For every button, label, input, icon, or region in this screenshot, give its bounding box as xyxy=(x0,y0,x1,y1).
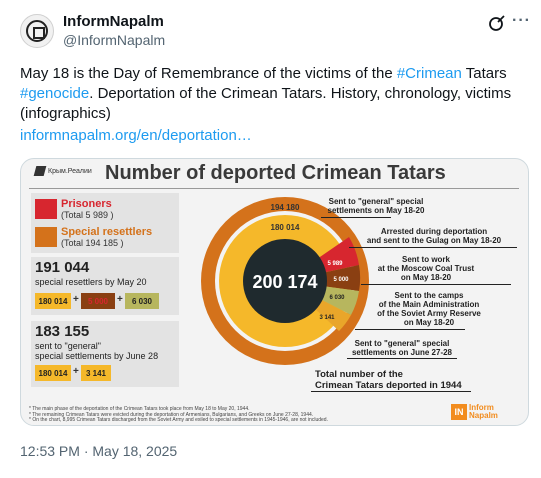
resettlers-title: Special resettlers xyxy=(61,226,153,238)
inner-ring-label: 180 014 xyxy=(271,223,300,232)
callout-rule xyxy=(361,284,511,285)
tweet-timestamp[interactable]: 12:53 PM · May 18, 2025 xyxy=(20,443,178,459)
infographic-image[interactable]: Крым.Реалии Number of deported Crimean T… xyxy=(20,158,529,426)
center-total: 200 174 xyxy=(252,272,317,292)
callout-general-may: Sent to "general" special settlements on … xyxy=(327,197,425,215)
may20-number: 191 044 xyxy=(35,259,90,276)
tweet-header: InformNapalm @InformNapalm ··· xyxy=(20,12,530,52)
label-3141: 3 141 xyxy=(319,315,335,321)
june28-summary-box: 183 155 sent to "general" special settle… xyxy=(31,321,179,387)
tweet-text: May 18 is the Day of Remembrance of the … xyxy=(20,65,512,122)
callout-coal-trust: Sent to work at the Moscow Coal Trust on M… xyxy=(377,255,475,282)
label-5989: 5 989 xyxy=(327,261,343,267)
hashtag-genocide[interactable]: #genocide xyxy=(20,85,90,102)
account-name[interactable]: InformNapalm xyxy=(63,13,164,30)
infographic-title: Number of deported Crimean Tatars xyxy=(105,162,446,184)
total-callout: Total number of the Crimean Tatars deport… xyxy=(315,369,462,391)
center-disc xyxy=(243,239,327,323)
outer-ring-label: 194 180 xyxy=(271,203,300,212)
prisoners-total: (Total 5 989 ) xyxy=(61,210,114,220)
june28-number: 183 155 xyxy=(35,323,90,340)
callout-army-reserve: Sent to the camps of the Main Administrat… xyxy=(377,291,481,327)
legend-box: Prisoners (Total 5 989 ) Special resettl… xyxy=(31,193,179,253)
plus-sign: + xyxy=(117,294,123,305)
seal-icon xyxy=(26,20,48,42)
chip-5000: 5 000 xyxy=(81,293,115,309)
callout-rule xyxy=(321,217,391,218)
callout-general-june: Sent to "general" special settlements on … xyxy=(351,339,453,357)
deportation-donut: 200 174 194 180 180 014 5 989 5 000 6 03… xyxy=(201,197,369,365)
resettlers-total: (Total 194 185 ) xyxy=(61,238,124,248)
may20-subtitle: special resettlers by May 20 xyxy=(35,277,147,287)
chip-180014: 180 014 xyxy=(35,293,71,309)
callout-rule xyxy=(347,358,457,359)
krym-realii-logo: Крым.Реалии xyxy=(33,166,92,176)
grok-icon[interactable] xyxy=(488,14,506,32)
callout-gulag: Arrested during deportation and sent to t… xyxy=(366,227,502,245)
more-options-icon[interactable]: ··· xyxy=(512,12,531,29)
plus-sign: + xyxy=(73,366,79,377)
plus-sign: + xyxy=(73,294,79,305)
label-5000: 5 000 xyxy=(333,277,349,283)
chip-6030: 6 030 xyxy=(125,293,159,309)
callout-rule xyxy=(311,391,471,392)
title-divider xyxy=(29,188,519,189)
chip-180014: 180 014 xyxy=(35,365,71,381)
avatar[interactable] xyxy=(20,14,54,48)
chip-3141: 3 141 xyxy=(81,365,111,381)
informnapalm-logo: IN Inform Napalm xyxy=(451,404,498,420)
article-link[interactable]: informnapalm.org/en/deportation… xyxy=(20,127,252,144)
callout-rule xyxy=(349,247,517,248)
callout-rule xyxy=(355,329,465,330)
june28-subtitle-line1: sent to "general" xyxy=(35,341,101,351)
prisoners-title: Prisoners xyxy=(61,198,112,210)
footnotes: * The main phase of the deportation of t… xyxy=(29,406,328,423)
prisoners-swatch xyxy=(35,199,57,219)
resettlers-swatch xyxy=(35,227,57,247)
hashtag-crimean[interactable]: #Crimean xyxy=(396,65,462,82)
label-6030: 6 030 xyxy=(329,295,345,301)
account-handle[interactable]: @InformNapalm xyxy=(63,32,166,48)
may20-summary-box: 191 044 special resettlers by May 20 180… xyxy=(31,257,179,315)
june28-subtitle-line2: special settlements by June 28 xyxy=(35,351,159,361)
